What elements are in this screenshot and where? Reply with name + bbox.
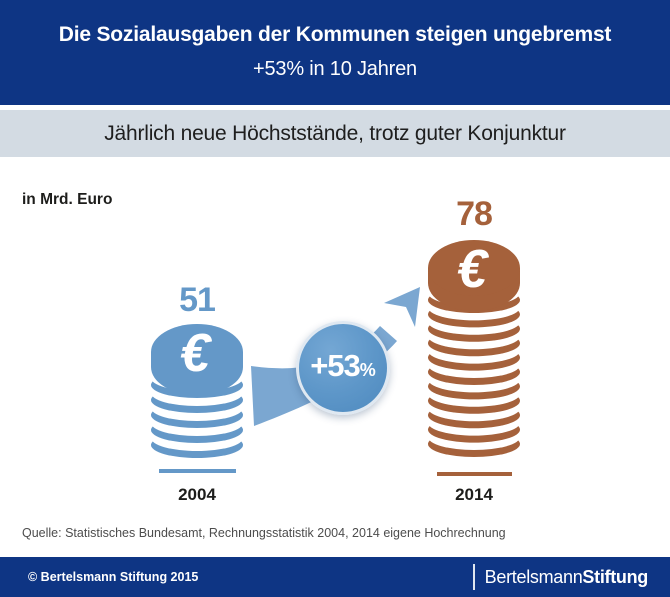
value-label-2004: 51 <box>179 281 216 319</box>
brand-divider <box>472 564 475 590</box>
claim-text: Jährlich neue Höchststände, trotz guter … <box>104 121 566 145</box>
brand-name-bold: Stiftung <box>582 566 648 587</box>
percent-change-value: +53 <box>310 348 361 383</box>
claim-band: Jährlich neue Höchststände, trotz guter … <box>0 110 670 157</box>
brand-logo: Bertelsmann Stiftung <box>472 557 648 597</box>
svg-text:€: € <box>457 239 489 299</box>
category-label-2004: 2004 <box>178 485 216 504</box>
percent-change-badge: +53% <box>296 321 390 415</box>
copyright-text: © Bertelsmann Stiftung 2015 <box>28 570 199 584</box>
page-subtitle: +53% in 10 Jahren <box>253 58 417 80</box>
source-note: Quelle: Statistisches Bundesamt, Rechnun… <box>22 526 506 540</box>
axis-unit-label: in Mrd. Euro <box>22 191 113 208</box>
header-banner: Die Sozialausgaben der Kommunen steigen … <box>0 0 670 105</box>
footer-bar: © Bertelsmann Stiftung 2015 Bertelsmann S… <box>0 557 670 597</box>
svg-text:€: € <box>180 323 212 383</box>
percent-change-unit: % <box>359 360 376 380</box>
value-label-2014: 78 <box>456 195 493 233</box>
page-title: Die Sozialausgaben der Kommunen steigen … <box>58 23 612 46</box>
category-label-2014: 2014 <box>455 485 493 504</box>
brand-name-regular: Bertelsmann <box>484 566 583 587</box>
